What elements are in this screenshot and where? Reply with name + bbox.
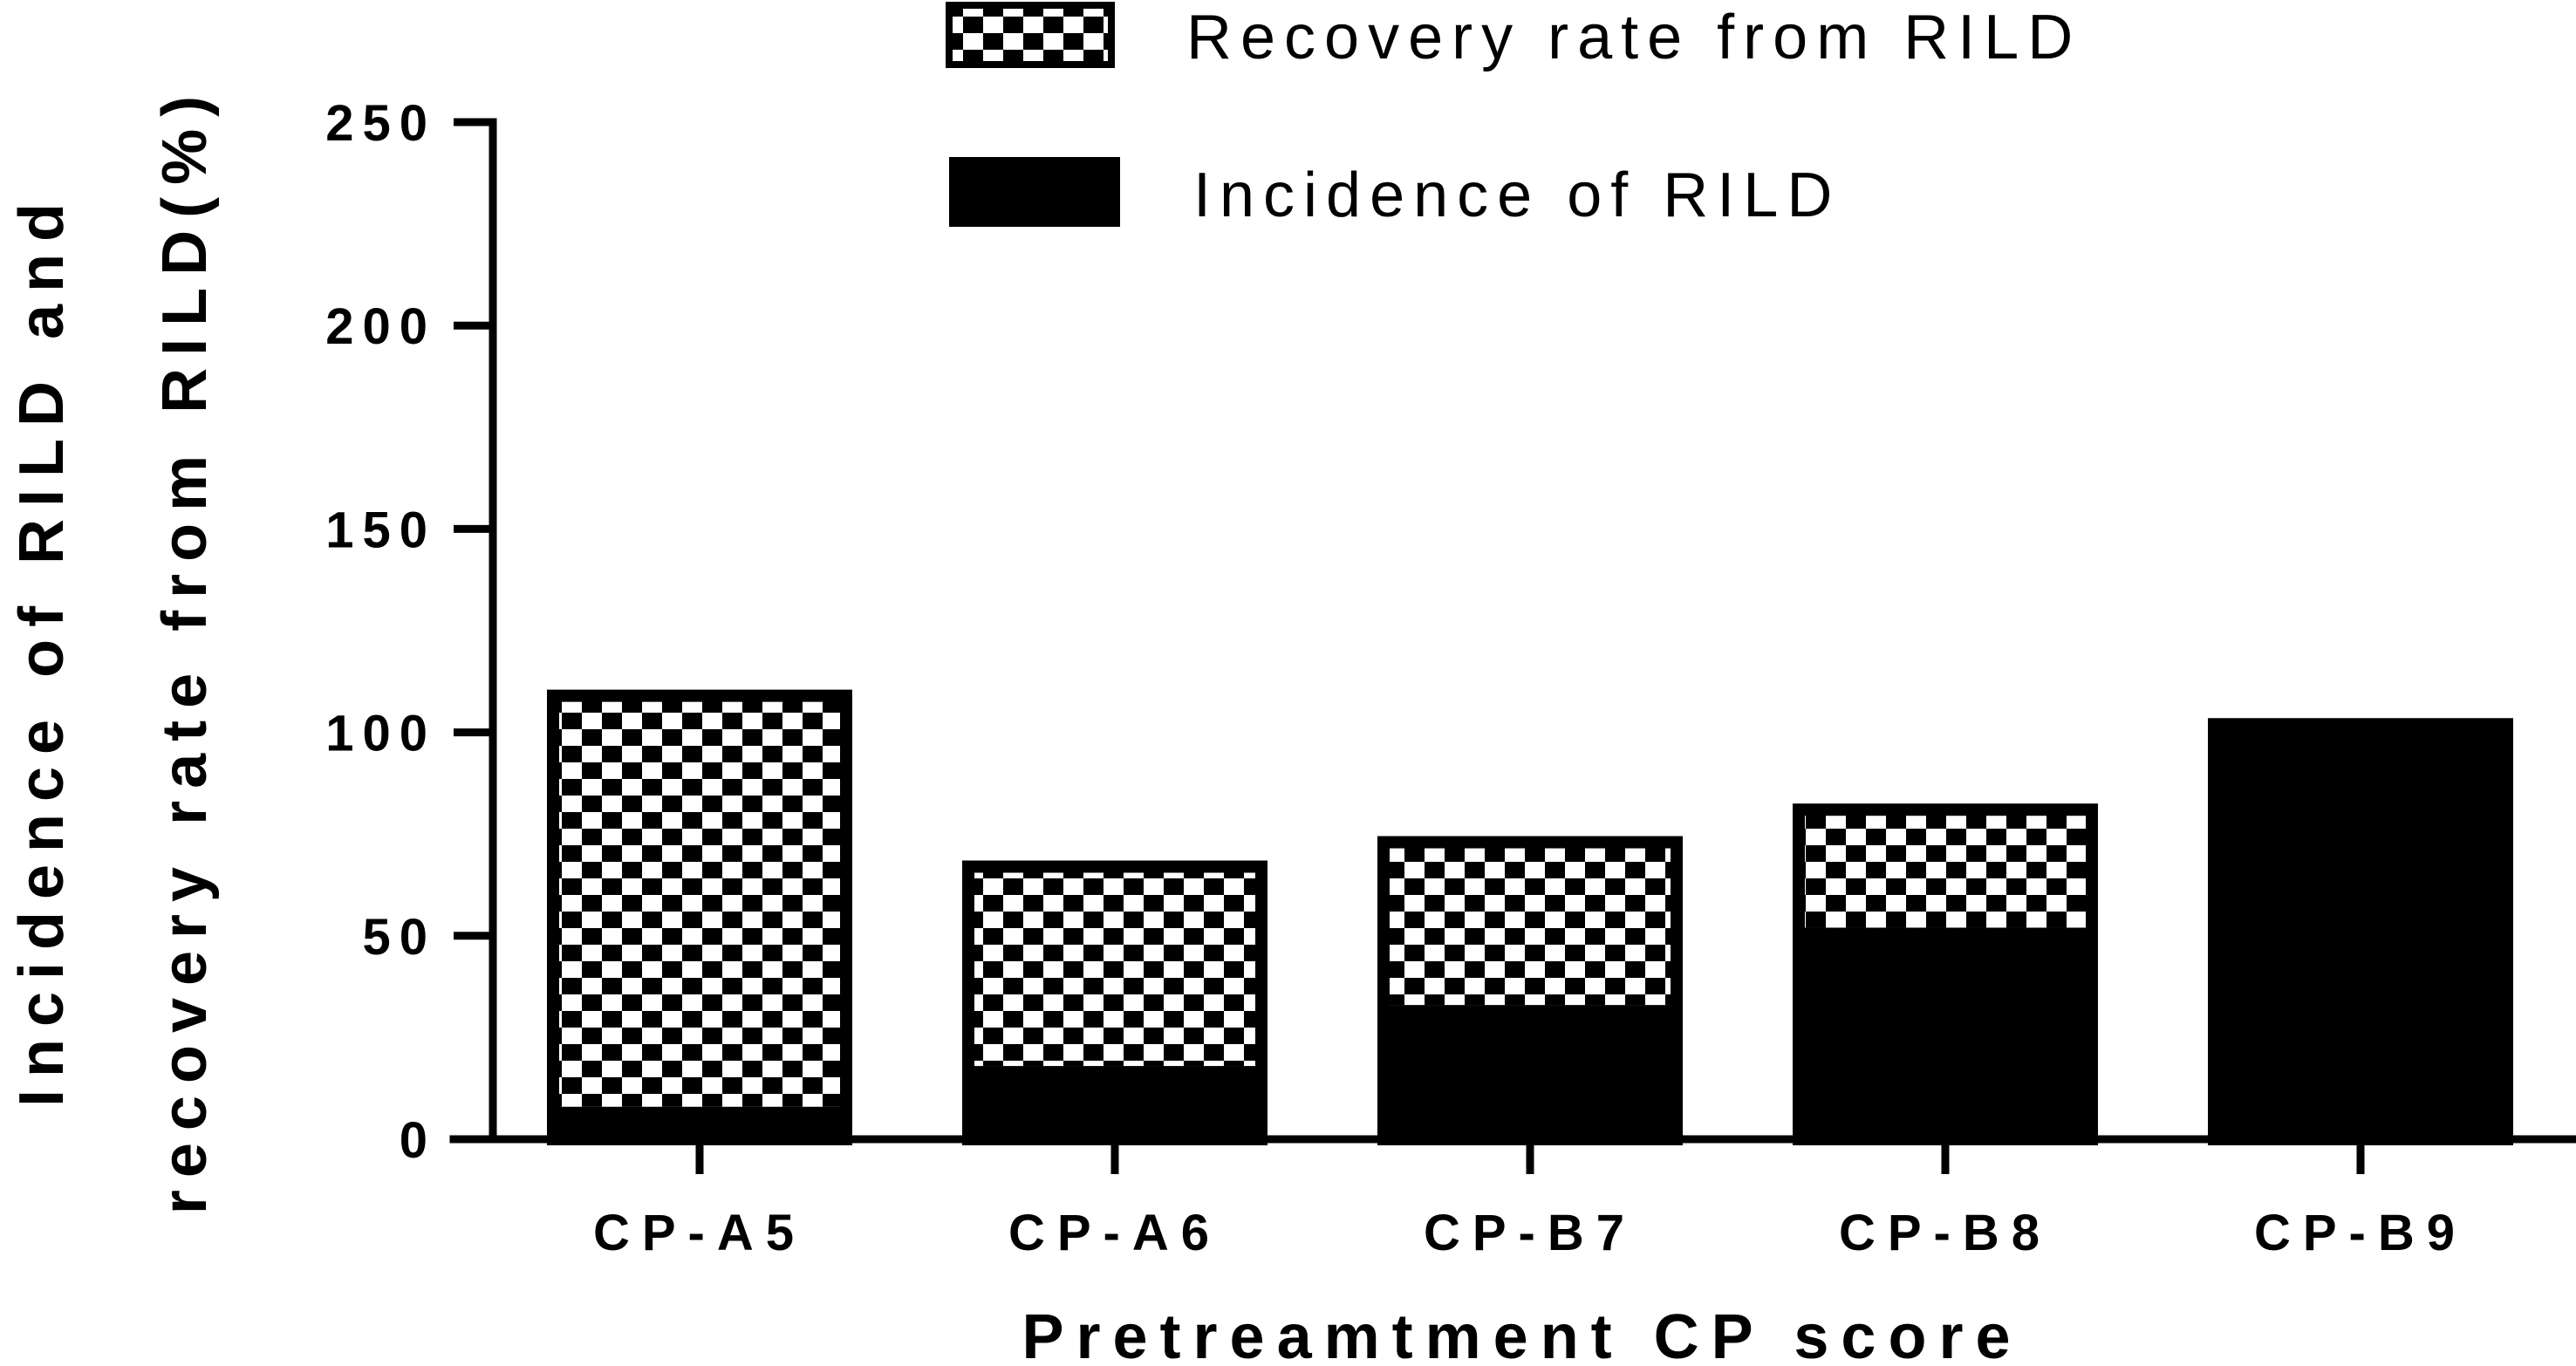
bar-cp-b7-incidence (1384, 1005, 1677, 1139)
y-tick-label: 50 (362, 909, 436, 966)
bar-cp-a5-recovery (553, 695, 846, 1107)
legend-swatch-incidence (949, 157, 1120, 227)
legend-swatch-recovery (946, 2, 1115, 68)
x-axis-title: Pretreamtment CP score (1022, 1302, 2022, 1366)
y-tick-label: 250 (325, 95, 436, 152)
y-tick-label: 150 (325, 502, 436, 558)
bars-group (547, 689, 2513, 1146)
bar-cp-b7-recovery (1384, 842, 1677, 1006)
bar-cp-b9-incidence (2214, 724, 2507, 1139)
y-axis-title-line-1: Incidence of RILD and (7, 191, 77, 1107)
x-ticks: CP-A5 CP-A6 CP-B7 CP-B8 CP-B9 (593, 1139, 2467, 1261)
x-tick-label-cp-a6: CP-A6 (1008, 1205, 1221, 1261)
y-ticks: 0 50 100 150 200 250 (325, 95, 493, 1169)
y-tick-label: 100 (325, 706, 436, 762)
x-tick-label-cp-b9: CP-B9 (2254, 1205, 2467, 1261)
bar-cp-b8-recovery (1799, 809, 2092, 928)
y-tick-label: 0 (400, 1112, 436, 1169)
bar-cp-a6-incidence (968, 1066, 1261, 1139)
legend: Recovery rate from RILD Incidence of RIL… (946, 2, 2081, 230)
x-tick-label-cp-b8: CP-B8 (1839, 1205, 2052, 1261)
y-axis-title-line-2: recovery rate from RILD(%) (150, 84, 220, 1214)
axes (449, 118, 2576, 1144)
legend-label-incidence: Incidence of RILD (1193, 161, 1841, 230)
legend-label-recovery: Recovery rate from RILD (1186, 3, 2081, 72)
x-tick-label-cp-a5: CP-A5 (593, 1205, 806, 1261)
y-tick-label: 200 (325, 298, 436, 355)
x-tick-label-cp-b7: CP-B7 (1424, 1205, 1636, 1261)
bar-cp-b8-incidence (1799, 927, 2092, 1139)
bar-cp-a6-recovery (968, 866, 1261, 1067)
